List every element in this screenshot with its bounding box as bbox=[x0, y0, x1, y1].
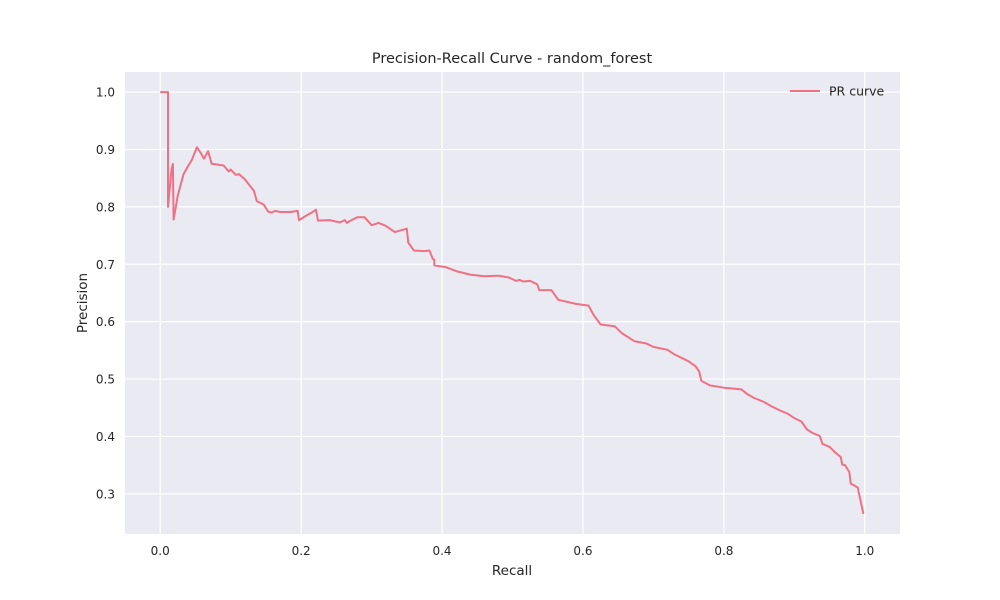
y-tick-label: 0.5 bbox=[96, 373, 115, 387]
x-tick-label: 0.4 bbox=[432, 544, 451, 558]
y-tick-label: 0.6 bbox=[96, 315, 115, 329]
x-tick-label: 0.2 bbox=[292, 544, 311, 558]
y-tick-label: 0.3 bbox=[96, 487, 115, 501]
grid-lines bbox=[125, 72, 900, 534]
plot-area bbox=[125, 72, 900, 534]
y-tick-label: 0.4 bbox=[96, 430, 115, 444]
x-axis-label: Recall bbox=[492, 563, 532, 579]
y-tick-label: 0.8 bbox=[96, 200, 115, 214]
tick-labels: 0.0 0.2 0.4 0.6 0.8 1.0 0.3 0.4 0.5 0.6 0.7 0.8 0.9 1… bbox=[96, 86, 874, 558]
chart-title: Precision-Recall Curve - random_forest bbox=[372, 51, 653, 67]
y-tick-label: 1.0 bbox=[96, 86, 115, 100]
x-tick-label: 1.0 bbox=[855, 544, 874, 558]
x-tick-label: 0.0 bbox=[151, 544, 170, 558]
legend-label: PR curve bbox=[829, 84, 885, 99]
series-line-pr-curve bbox=[160, 91, 865, 515]
y-axis-label: Precision bbox=[75, 273, 91, 333]
y-tick-label: 0.9 bbox=[96, 143, 115, 157]
x-tick-label: 0.6 bbox=[573, 544, 592, 558]
legend: PR curve bbox=[790, 84, 885, 99]
x-tick-label: 0.8 bbox=[714, 544, 733, 558]
y-tick-label: 0.7 bbox=[96, 258, 115, 272]
